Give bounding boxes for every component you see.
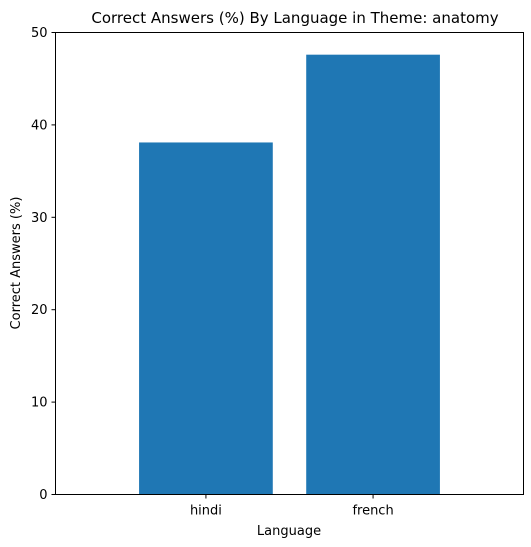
x-tick-label-hindi: hindi: [190, 504, 222, 519]
bar-hindi: [139, 142, 273, 495]
y-tick-label: 20: [31, 303, 48, 318]
y-tick-label: 0: [39, 488, 47, 503]
bar-french: [306, 54, 440, 495]
y-tick-label: 10: [31, 396, 48, 411]
chart-title: Correct Answers (%) By Language in Theme…: [91, 9, 498, 27]
y-axis-ticks: 0 10 20 30 40 50: [31, 26, 56, 503]
plot-frame: [55, 32, 524, 495]
y-tick-label: 50: [31, 26, 48, 41]
y-tick-label: 30: [31, 211, 48, 226]
y-tick-label: 40: [31, 118, 48, 133]
x-tick-label-french: french: [352, 504, 393, 519]
x-axis-ticks: hindi french: [190, 494, 394, 519]
y-axis-label: Correct Answers (%): [9, 197, 24, 330]
x-axis-label: Language: [257, 524, 321, 539]
bars-group: [139, 54, 440, 495]
